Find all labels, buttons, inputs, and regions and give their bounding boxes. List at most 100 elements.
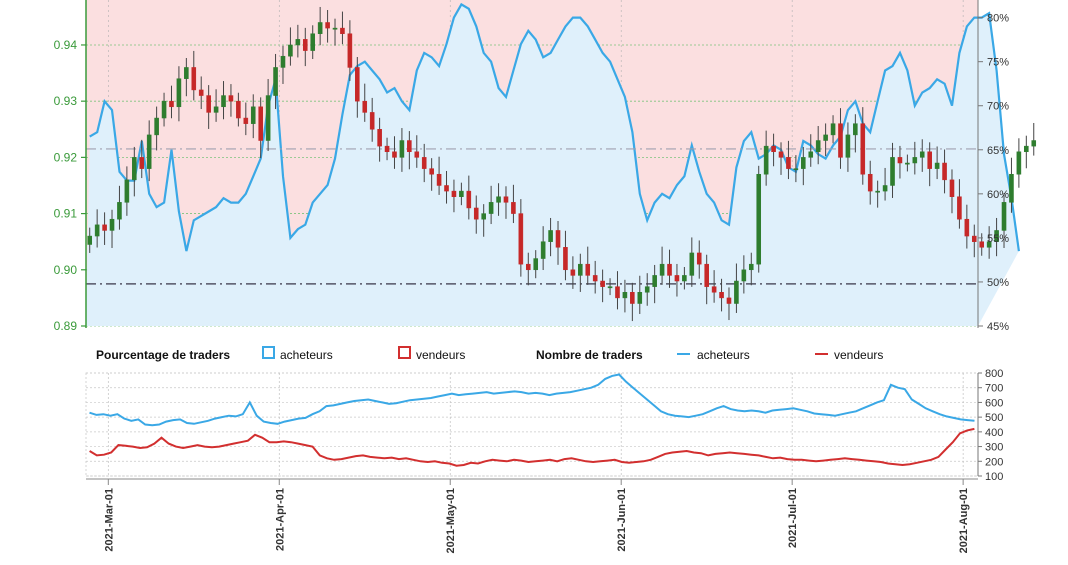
candle-body — [325, 22, 330, 29]
candle-body — [808, 151, 814, 158]
legend-pct-buyers-swatch — [262, 346, 275, 359]
candle-body — [473, 207, 479, 220]
candle — [957, 179, 962, 229]
candle — [94, 209, 100, 248]
legend: Pourcentage de traders acheteurs vendeur… — [96, 346, 883, 362]
candle — [473, 195, 479, 234]
candle-body — [711, 286, 717, 293]
candle — [139, 139, 145, 179]
candle-body — [615, 286, 620, 299]
right-tick-label: 70% — [987, 101, 1009, 113]
count-panel-axes: 100 200 300 400 500 600 700 800 — [977, 368, 1003, 483]
candle-body — [830, 123, 836, 136]
price-candles — [87, 6, 1037, 322]
candle-body — [778, 151, 784, 158]
candle — [830, 115, 836, 144]
candle-body — [875, 190, 880, 193]
candle — [696, 240, 702, 279]
candle — [563, 230, 568, 281]
candle-body — [496, 196, 501, 203]
candle — [786, 140, 791, 180]
candle — [748, 252, 754, 286]
candle — [711, 270, 717, 303]
candle — [853, 114, 858, 153]
candle-body — [719, 292, 724, 299]
candle-body — [964, 218, 970, 237]
candle-body — [696, 252, 702, 265]
reference-lines — [86, 148, 978, 285]
candle — [459, 182, 464, 206]
candle — [897, 145, 903, 179]
candle-body — [132, 157, 137, 181]
candle — [377, 117, 382, 162]
candle-body — [652, 275, 657, 287]
candle — [890, 142, 895, 198]
candle-body — [786, 157, 791, 169]
candle — [942, 149, 947, 194]
candle-body — [994, 230, 999, 242]
candle-body — [146, 134, 152, 169]
candle-body — [637, 292, 643, 304]
candle — [934, 146, 940, 180]
candle — [503, 186, 509, 219]
candle — [905, 154, 910, 172]
candle — [221, 81, 226, 120]
candle-body — [295, 39, 301, 46]
candle — [979, 233, 985, 256]
candle — [369, 97, 375, 142]
candle — [704, 254, 709, 305]
candle-body — [221, 95, 226, 108]
candle-body — [399, 140, 405, 158]
count-tick-label: 300 — [985, 442, 1003, 454]
candle-body — [466, 190, 472, 209]
candle-body — [87, 235, 93, 245]
candle-body — [771, 145, 776, 153]
legend-pct-title: Pourcentage de traders — [96, 348, 230, 362]
candle-body — [622, 292, 628, 299]
candle — [667, 249, 672, 288]
candle-body — [154, 117, 159, 136]
candle-body — [801, 157, 806, 169]
candle — [340, 11, 345, 45]
candle — [912, 141, 918, 175]
candle-body — [971, 235, 977, 242]
date-tick-label: 2021-Jun-01 — [616, 488, 628, 552]
candle-body — [934, 162, 940, 169]
candle — [236, 92, 241, 127]
candle-body — [882, 185, 888, 192]
candle-body — [369, 112, 375, 130]
candle — [325, 10, 330, 43]
candle-body — [563, 247, 568, 271]
candle-body — [347, 33, 353, 68]
candle — [206, 85, 211, 129]
candle-body — [845, 134, 851, 158]
count-panel-lines — [89, 373, 975, 467]
candle-body — [169, 100, 174, 108]
count-panel-frame — [85, 372, 979, 477]
candle — [280, 45, 286, 84]
candle-body — [927, 151, 932, 169]
candle — [392, 136, 397, 169]
candle-body — [184, 67, 189, 79]
candle — [414, 135, 420, 168]
candle — [362, 83, 368, 122]
candle — [763, 130, 769, 186]
candle — [511, 184, 516, 224]
candle — [838, 108, 843, 169]
candle — [302, 27, 308, 67]
candle-body — [310, 33, 316, 51]
candle — [213, 89, 219, 122]
candle — [169, 85, 174, 119]
count-panel-grid — [85, 372, 979, 477]
right-tick-label: 60% — [987, 189, 1009, 201]
candle — [451, 179, 457, 213]
candle-body — [726, 297, 732, 304]
candle — [332, 18, 338, 46]
candle-body — [548, 230, 553, 242]
candle-body — [250, 106, 256, 124]
candle — [682, 266, 687, 290]
candle-body — [273, 67, 278, 96]
candle — [399, 128, 405, 172]
candle — [1016, 138, 1022, 188]
